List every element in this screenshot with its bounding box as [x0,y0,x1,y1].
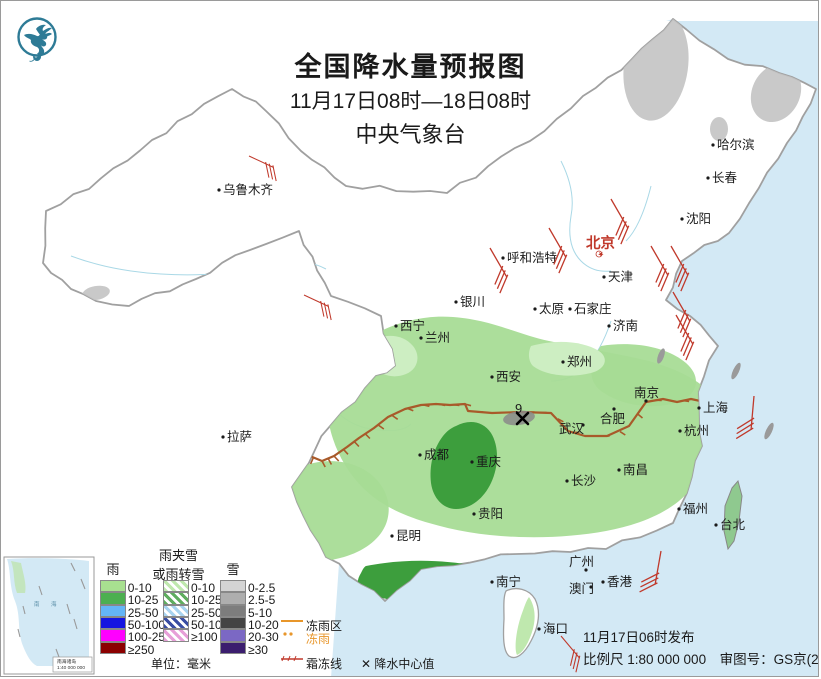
svg-text:西安: 西安 [496,369,521,384]
svg-text:海口: 海口 [543,621,568,636]
svg-text:兰州: 兰州 [425,331,450,345]
svg-text:贵阳: 贵阳 [478,507,503,521]
svg-text:香港: 香港 [607,575,633,589]
svg-text:郑州: 郑州 [567,354,592,369]
svg-text:合肥: 合肥 [600,411,626,426]
svg-text:台北: 台北 [720,517,746,532]
svg-text:澳门: 澳门 [569,581,594,596]
svg-text:长春: 长春 [712,171,738,185]
svg-text:杭州: 杭州 [684,423,709,438]
svg-text:广州: 广州 [569,555,594,569]
svg-text:天津: 天津 [608,270,633,284]
svg-text:成都: 成都 [424,448,450,462]
svg-text:太原: 太原 [539,301,564,316]
svg-text:长沙: 长沙 [571,474,597,488]
svg-text:武汉: 武汉 [559,422,585,436]
svg-text:济南: 济南 [613,318,638,333]
svg-text:南京: 南京 [634,385,659,400]
svg-text:福州: 福州 [683,501,708,516]
svg-text:北京: 北京 [586,234,615,252]
svg-text:南昌: 南昌 [623,462,648,477]
svg-text:石家庄: 石家庄 [574,301,612,316]
svg-text:呼和浩特: 呼和浩特 [507,250,557,265]
svg-text:上海: 上海 [703,400,729,415]
svg-text:南宁: 南宁 [496,574,521,589]
svg-text:沈阳: 沈阳 [686,211,711,226]
svg-text:银川: 银川 [460,295,485,309]
svg-text:重庆: 重庆 [476,454,502,469]
